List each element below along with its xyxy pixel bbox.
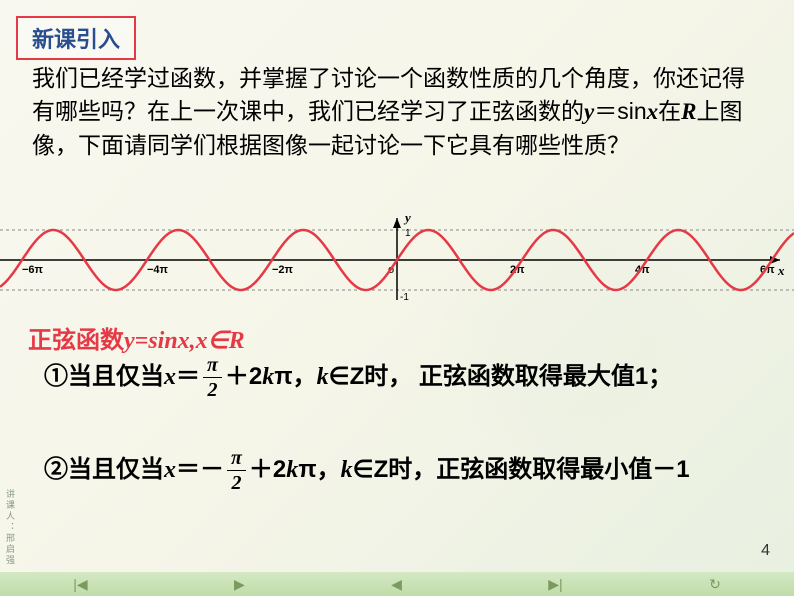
- svg-text:y: y: [403, 210, 411, 225]
- nav-prev-icon[interactable]: ▶: [234, 576, 245, 593]
- point-1: ①当且仅当x＝π2＋2kπ，k∈Z时， 正弦函数取得最大值1；: [44, 355, 764, 400]
- p1-text1: 当且仅当: [68, 363, 164, 390]
- nav-bar: |◀ ▶ ◀ ▶| ↻: [0, 572, 794, 596]
- formula-in: 在: [658, 98, 681, 124]
- heading-formula: y=sinx,x∈R: [124, 328, 245, 354]
- formula-x: x: [647, 99, 659, 124]
- p1-comma: ，: [293, 363, 317, 390]
- svg-text:1: 1: [405, 228, 411, 239]
- svg-text:-1: -1: [400, 292, 409, 303]
- p1-eq: ＝: [176, 363, 200, 390]
- nav-last-icon[interactable]: ▶|: [548, 576, 562, 593]
- nav-return-icon[interactable]: ↻: [709, 576, 721, 593]
- p2-plus: ＋2: [249, 456, 286, 483]
- sine-graph: y 1 -1 x −6π −4π −2π o 2π 4π 6π: [0, 210, 794, 320]
- heading-prefix: 正弦函数: [28, 327, 124, 354]
- p1-pi: π: [274, 363, 292, 390]
- svg-text:x: x: [777, 263, 785, 278]
- p2-text1: 当且仅当: [68, 456, 164, 483]
- svg-text:−4π: −4π: [147, 264, 169, 276]
- formula-R: R: [681, 99, 696, 124]
- p1-k: k: [262, 364, 274, 390]
- p2-x: x: [164, 457, 176, 483]
- p2-pi: π: [298, 456, 316, 483]
- circle-1: ①: [44, 363, 68, 390]
- p2-k2: k: [341, 457, 353, 483]
- presenter-credit: 讲课人：邢启强: [4, 489, 17, 566]
- point-2: ②当且仅当x＝－π2＋2kπ，k∈Z时，正弦函数取得最小值－1: [44, 448, 764, 493]
- section-tag: 新课引入: [16, 16, 136, 60]
- p1-inz: ∈Z: [329, 363, 365, 390]
- formula-sin: sin: [617, 98, 646, 124]
- p2-comma: ，: [317, 456, 341, 483]
- p2-k: k: [286, 457, 298, 483]
- nav-next-icon[interactable]: ◀: [391, 576, 402, 593]
- p2-inz: ∈Z: [353, 456, 389, 483]
- p1-plus: ＋2: [225, 363, 262, 390]
- p1-when: 时， 正弦函数取得最大值1；: [364, 363, 672, 390]
- circle-2: ②: [44, 456, 68, 483]
- svg-text:−2π: −2π: [272, 264, 294, 276]
- p1-fraction: π2: [203, 355, 222, 400]
- p1-x: x: [164, 364, 176, 390]
- nav-first-icon[interactable]: |◀: [73, 576, 87, 593]
- formula-y: y: [584, 99, 594, 124]
- p2-when: 时，正弦函数取得最小值－1: [388, 456, 689, 483]
- p1-k2: k: [317, 364, 329, 390]
- intro-paragraph: 我们已经学过函数，并掌握了讨论一个函数性质的几个角度，你还记得有哪些吗？在上一次…: [32, 62, 762, 162]
- p2-eq: ＝－: [176, 456, 224, 483]
- sine-function-heading: 正弦函数y=sinx,x∈R: [28, 320, 245, 355]
- svg-text:−6π: −6π: [22, 264, 44, 276]
- p2-fraction: π2: [227, 448, 246, 493]
- formula-eq: ＝: [594, 98, 617, 124]
- page-number: 4: [761, 542, 770, 560]
